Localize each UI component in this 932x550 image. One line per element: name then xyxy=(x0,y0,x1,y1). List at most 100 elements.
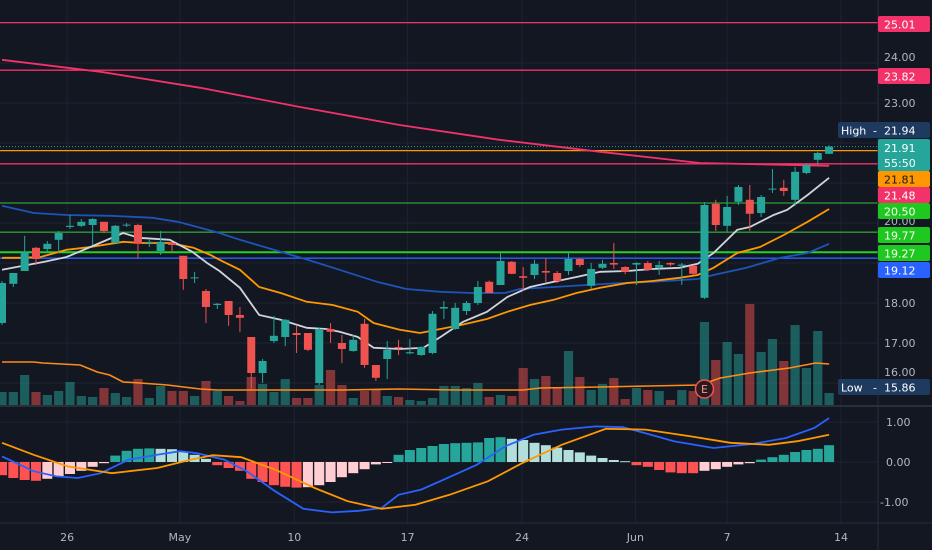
candle[interactable] xyxy=(745,185,754,231)
candle[interactable] xyxy=(507,261,516,275)
candle[interactable] xyxy=(190,271,199,283)
candle[interactable] xyxy=(20,235,29,271)
candle[interactable] xyxy=(519,267,528,291)
candle[interactable] xyxy=(54,231,63,253)
macd-pane[interactable] xyxy=(0,417,835,514)
candle[interactable] xyxy=(269,315,278,343)
candle[interactable] xyxy=(813,151,822,165)
candle[interactable] xyxy=(133,223,142,259)
candle[interactable] xyxy=(9,273,18,287)
candle[interactable] xyxy=(779,179,788,196)
candle[interactable] xyxy=(734,185,743,205)
candle[interactable] xyxy=(802,163,811,175)
candle[interactable] xyxy=(394,339,403,355)
candle[interactable] xyxy=(462,301,471,315)
candle[interactable] xyxy=(666,262,675,267)
candle[interactable] xyxy=(292,325,301,353)
candle[interactable] xyxy=(473,281,482,305)
candle[interactable] xyxy=(405,339,414,355)
candle[interactable] xyxy=(609,243,618,269)
candle[interactable] xyxy=(383,341,392,379)
candle[interactable] xyxy=(643,261,652,271)
candle[interactable] xyxy=(337,335,346,363)
candle[interactable] xyxy=(711,199,720,231)
candle[interactable] xyxy=(655,261,664,275)
candle[interactable] xyxy=(360,319,369,368)
candle[interactable] xyxy=(757,195,766,217)
candle[interactable] xyxy=(111,225,120,243)
candle-body xyxy=(156,241,165,251)
volume-bar xyxy=(190,396,200,405)
macd-histogram-bar xyxy=(472,442,483,462)
candle[interactable] xyxy=(587,263,596,289)
candle[interactable] xyxy=(99,221,108,233)
candle[interactable] xyxy=(224,301,233,326)
candle[interactable] xyxy=(439,301,448,319)
candle[interactable] xyxy=(677,263,686,285)
signal-line[interactable] xyxy=(1,427,830,510)
candle[interactable] xyxy=(31,247,40,265)
candle[interactable] xyxy=(621,266,630,275)
candle[interactable] xyxy=(281,319,290,347)
candle[interactable] xyxy=(541,258,550,283)
candle[interactable] xyxy=(122,223,131,227)
candle[interactable] xyxy=(723,195,732,232)
candle[interactable] xyxy=(167,242,176,253)
candle[interactable] xyxy=(791,167,800,206)
volume-bar xyxy=(405,400,415,405)
macd-histogram-bar xyxy=(438,444,449,462)
volume-bar xyxy=(167,391,177,405)
candle-body xyxy=(632,263,641,265)
candle[interactable] xyxy=(326,323,335,343)
candle[interactable] xyxy=(179,255,188,290)
macd-line[interactable] xyxy=(1,417,830,514)
candle[interactable] xyxy=(247,337,256,389)
candle[interactable] xyxy=(201,289,210,323)
price-pane[interactable]: E xyxy=(0,21,878,405)
candle[interactable] xyxy=(428,311,437,355)
candle[interactable] xyxy=(145,239,154,247)
candle[interactable] xyxy=(485,280,494,293)
macd-histogram-bar xyxy=(0,462,7,476)
candle[interactable] xyxy=(700,202,709,299)
time-tick-label: Jun xyxy=(626,531,644,544)
candle[interactable] xyxy=(65,215,74,229)
volume-bar xyxy=(235,401,245,405)
price-label-bg xyxy=(878,262,930,278)
candle[interactable] xyxy=(43,241,52,253)
candle[interactable] xyxy=(451,303,460,330)
candle[interactable] xyxy=(825,145,834,155)
candle[interactable] xyxy=(235,307,244,333)
candle[interactable] xyxy=(575,258,584,267)
candle[interactable] xyxy=(371,365,380,381)
candle[interactable] xyxy=(88,218,97,245)
candle[interactable] xyxy=(530,259,539,279)
candle[interactable] xyxy=(349,335,358,352)
candle[interactable] xyxy=(768,169,777,193)
candle[interactable] xyxy=(303,333,312,351)
earnings-marker[interactable]: E xyxy=(694,379,715,399)
candle[interactable] xyxy=(77,219,86,227)
candle[interactable] xyxy=(315,327,324,385)
candle[interactable] xyxy=(564,251,573,275)
time-tick-label: 7 xyxy=(724,531,731,544)
candle[interactable] xyxy=(553,271,562,283)
candle[interactable] xyxy=(0,281,6,325)
macd-histogram-bar xyxy=(178,452,189,462)
candle[interactable] xyxy=(213,303,222,309)
volume-bar xyxy=(178,391,188,405)
candle-body xyxy=(349,339,358,351)
candle[interactable] xyxy=(632,262,641,285)
candle-body xyxy=(711,203,720,225)
candle-body xyxy=(768,188,777,190)
moving-average-line[interactable] xyxy=(1,58,830,167)
candle[interactable] xyxy=(598,259,607,269)
candle[interactable] xyxy=(417,346,426,356)
candle[interactable] xyxy=(689,265,698,275)
candle[interactable] xyxy=(496,253,505,285)
volume-bar xyxy=(699,322,710,405)
candle[interactable] xyxy=(156,231,165,255)
candle[interactable] xyxy=(258,359,267,383)
